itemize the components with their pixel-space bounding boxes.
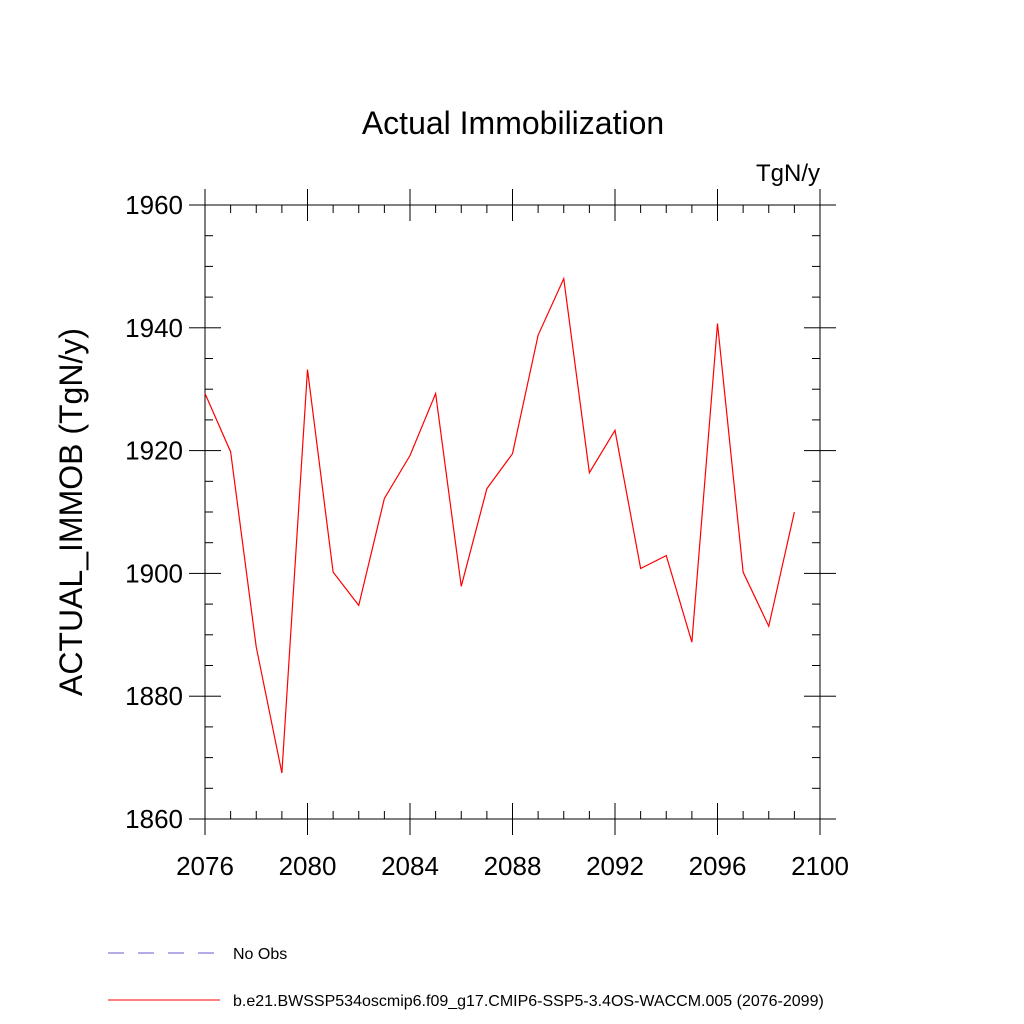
x-tick-label: 2096 <box>689 851 747 881</box>
tick-labels: 2076 2080 2084 2088 2092 2096 2100 1860 1880 1900… <box>125 190 849 881</box>
x-tick-label: 2084 <box>381 851 439 881</box>
chart-title: Actual Immobilization <box>362 105 664 141</box>
legend: No Obs b.e21.BWSSP534oscmip6.f09_g17.CMIP… <box>108 946 824 1010</box>
legend-label: No Obs <box>233 946 287 963</box>
x-tick-label: 2080 <box>279 851 337 881</box>
x-tick-label: 2092 <box>586 851 644 881</box>
axis-ticks <box>189 189 836 835</box>
x-tick-label: 2076 <box>176 851 234 881</box>
plot-frame <box>204 204 821 820</box>
y-tick-label: 1860 <box>125 804 183 834</box>
y-tick-label: 1880 <box>125 681 183 711</box>
x-tick-label: 2100 <box>791 851 849 881</box>
y-tick-label: 1960 <box>125 190 183 220</box>
y-tick-label: 1920 <box>125 436 183 466</box>
y-axis-label: ACTUAL_IMMOB (TgN/y) <box>53 328 89 696</box>
x-tick-label: 2088 <box>484 851 542 881</box>
series-layer <box>204 276 795 774</box>
series-line <box>204 276 795 774</box>
y-tick-label: 1900 <box>125 558 183 588</box>
units-label: TgN/y <box>756 160 820 187</box>
legend-label: b.e21.BWSSP534oscmip6.f09_g17.CMIP6-SSP5… <box>233 993 824 1010</box>
y-tick-label: 1940 <box>125 313 183 343</box>
